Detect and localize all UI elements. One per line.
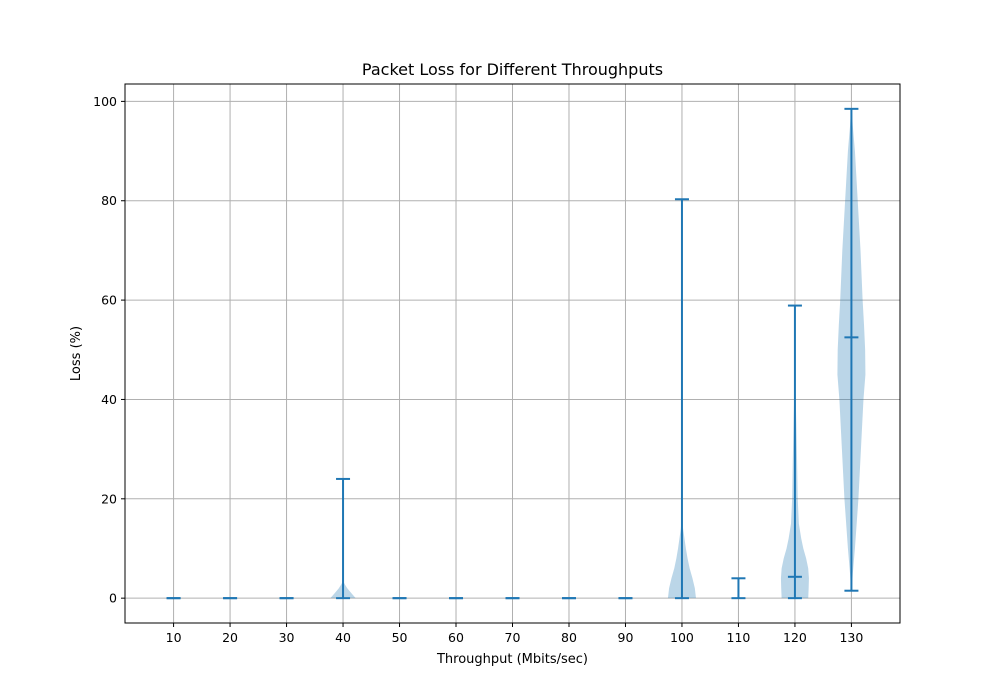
x-tick-label: 80 bbox=[561, 630, 577, 645]
y-tick-label: 60 bbox=[101, 293, 117, 308]
x-tick-label: 30 bbox=[279, 630, 295, 645]
x-tick-label: 50 bbox=[392, 630, 408, 645]
x-tick-label: 60 bbox=[448, 630, 464, 645]
x-tick-label: 40 bbox=[335, 630, 351, 645]
x-tick-label: 70 bbox=[505, 630, 521, 645]
violin-40 bbox=[330, 477, 356, 600]
x-tick-label: 100 bbox=[670, 630, 694, 645]
violin-130 bbox=[837, 107, 866, 592]
x-tick-label: 120 bbox=[783, 630, 807, 645]
y-tick-label: 100 bbox=[93, 94, 117, 109]
y-tick-label: 40 bbox=[101, 392, 117, 407]
x-tick-label: 20 bbox=[222, 630, 238, 645]
x-tick-label: 10 bbox=[166, 630, 182, 645]
x-axis-label: Throughput (Mbits/sec) bbox=[436, 652, 588, 667]
y-tick-label: 80 bbox=[101, 193, 117, 208]
ticks: 10 20 30 40 50 60 70 80 90 100 110 120 130 0 20 40 60 80 1… bbox=[93, 94, 863, 645]
y-axis-label: Loss (%) bbox=[69, 326, 84, 381]
x-tick-label: 110 bbox=[727, 630, 751, 645]
y-tick-label: 0 bbox=[109, 591, 117, 606]
violin-120 bbox=[780, 304, 809, 600]
violins bbox=[166, 107, 866, 600]
violin-100 bbox=[667, 198, 696, 600]
chart-title: Packet Loss for Different Throughputs bbox=[362, 60, 663, 79]
x-tick-label: 130 bbox=[839, 630, 863, 645]
y-tick-label: 20 bbox=[101, 491, 117, 506]
violin-110 bbox=[731, 577, 746, 600]
x-tick-label: 90 bbox=[618, 630, 634, 645]
